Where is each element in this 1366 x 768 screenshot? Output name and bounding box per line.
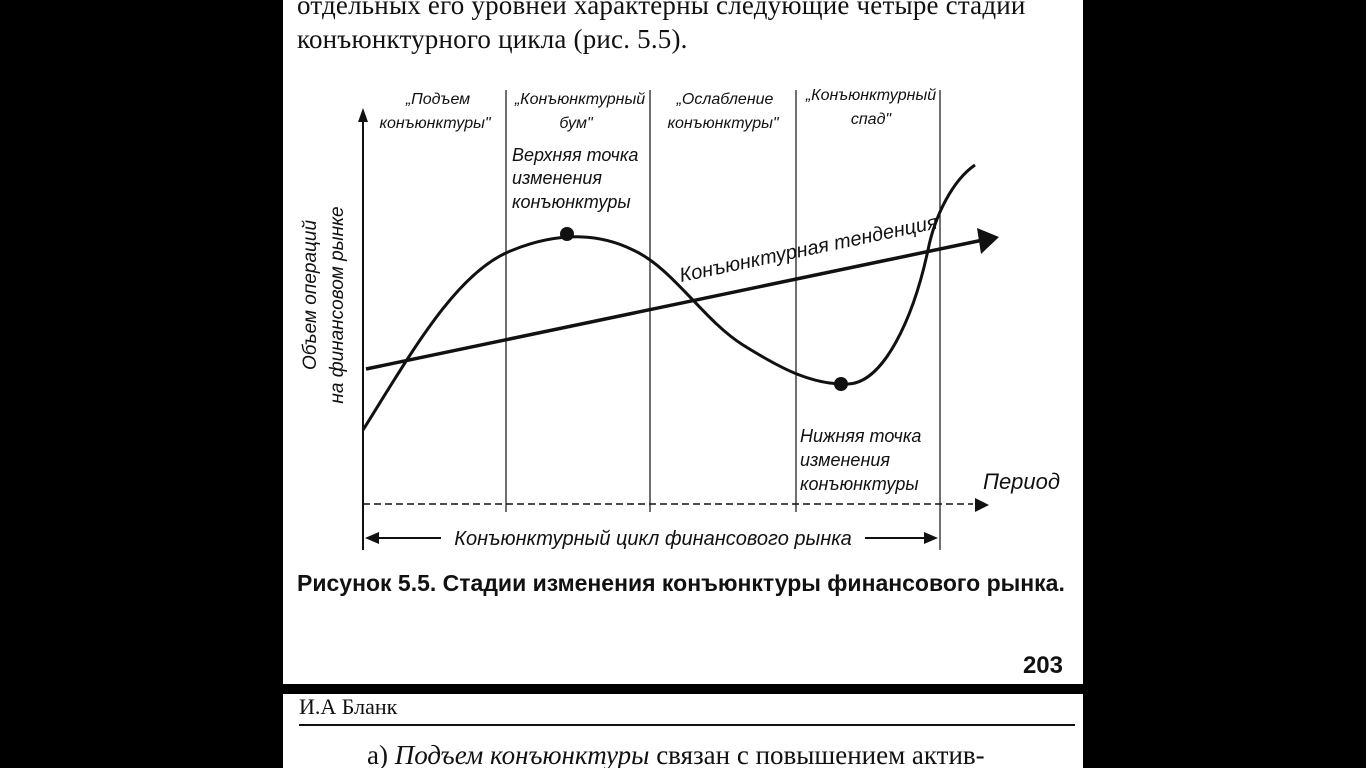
lower-point-label-line1: Нижняя точка xyxy=(800,426,921,446)
trend-line xyxy=(365,238,984,371)
cycle-span-arrowhead-right xyxy=(924,532,938,544)
y-axis-label-line1: Объем операций xyxy=(300,220,321,370)
lower-point-label-line2: изменения xyxy=(800,450,890,470)
running-head: И.А Бланк xyxy=(299,694,398,719)
cycle-span-arrowhead-left xyxy=(365,532,379,544)
x-axis-label: Период xyxy=(983,469,1060,494)
y-axis-arrowhead xyxy=(358,108,368,122)
stage-4-label-line1: „Конъюнктурный xyxy=(805,87,936,104)
stage-4-label-line2: спад" xyxy=(851,111,893,128)
upper-point-label-line1: Верхняя точка xyxy=(512,145,638,165)
lower-turning-point xyxy=(834,377,848,391)
book-page-bottom: И.А Бланк а) Подъем конъюнктуры связан с… xyxy=(283,694,1083,768)
caption-number: Рисунок 5.5. xyxy=(297,570,437,596)
upper-point-label-line2: изменения xyxy=(512,168,602,188)
business-cycle-figure: Объем операций на финансовом рынке „Подъ… xyxy=(300,87,1060,550)
book-page-top: отдельных его уровней характерны следующ… xyxy=(283,0,1083,684)
stage-2-label-line1: „Конъюнктурный xyxy=(514,91,645,108)
lower-point-label-line3: конъюнктуры xyxy=(800,474,919,494)
stage-1-label-line2: конъюнктуры" xyxy=(379,115,491,132)
trend-arrowhead xyxy=(977,228,999,254)
y-axis-label-line2: на финансовом рынке xyxy=(327,206,348,403)
paragraph-prefix: а) xyxy=(367,740,395,768)
caption-title: Стадии изменения конъюнктуры финансового… xyxy=(442,570,1065,596)
cycle-label: Конъюнктурный цикл финансового рынка xyxy=(454,528,852,550)
x-axis-arrowhead xyxy=(975,498,989,512)
figure-caption: Рисунок 5.5. Стадии изменения конъюнктур… xyxy=(297,568,1072,598)
cycle-curve xyxy=(361,163,976,431)
paragraph-italic: Подъем конъюнктуры xyxy=(394,740,650,768)
stage-1-label-line1: „Подъем xyxy=(405,91,470,108)
page-number: 203 xyxy=(1022,652,1063,679)
paragraph-rest: связан с повышением актив- xyxy=(649,740,985,768)
upper-point-label-line3: конъюнктуры xyxy=(512,192,631,212)
header-rule xyxy=(299,724,1075,726)
stage-3-label-line2: конъюнктуры" xyxy=(667,115,779,132)
stage-2-label-line2: бум" xyxy=(559,115,594,132)
stage-3-label-line1: „Ослабление xyxy=(676,91,774,108)
upper-turning-point xyxy=(560,227,574,241)
intro-paragraph: отдельных его уровней характерны следующ… xyxy=(297,0,1026,54)
body-paragraph: а) Подъем конъюнктуры связан с повышение… xyxy=(367,740,985,768)
